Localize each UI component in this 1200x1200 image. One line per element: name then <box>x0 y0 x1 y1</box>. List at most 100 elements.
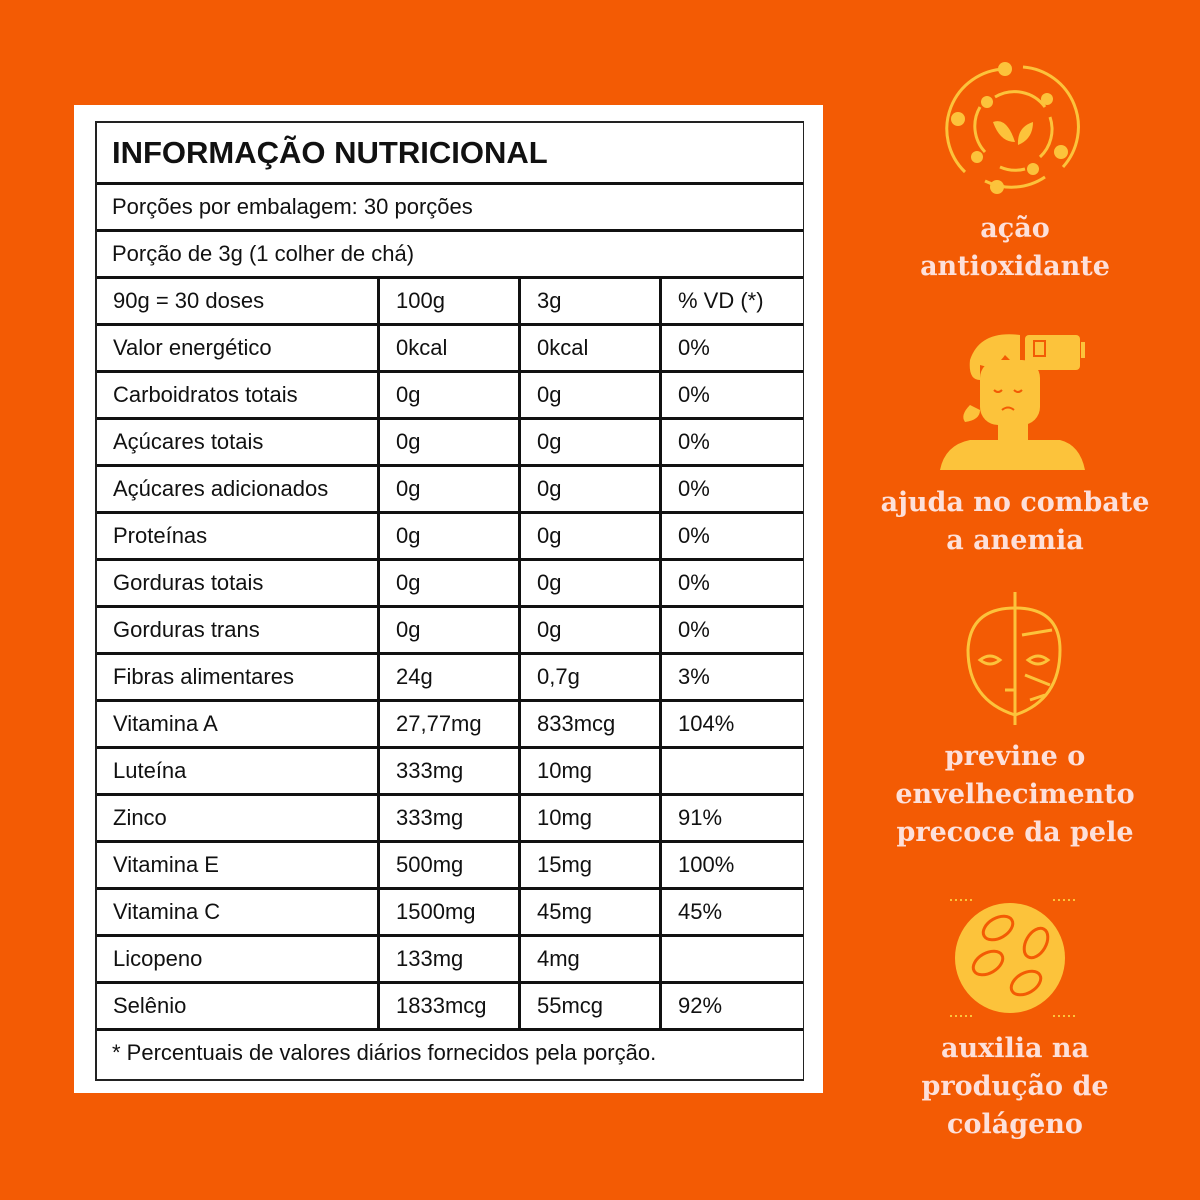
nutrient-name: Luteína <box>97 749 380 793</box>
table-row: Vitamina C 1500mg 45mg 45% <box>97 890 803 937</box>
per-serving: 4mg <box>521 937 662 981</box>
per-serving: 0g <box>521 467 662 511</box>
daily-value: 0% <box>678 523 710 548</box>
tired-person-low-battery-icon <box>940 334 1085 470</box>
nutrition-panel <box>74 105 823 1093</box>
table-row: Proteínas 0g 0g 0% <box>97 514 803 561</box>
table-row: Valor energético 0kcal 0kcal 0% <box>97 326 803 373</box>
table-row: Gorduras totais 0g 0g 0% <box>97 561 803 608</box>
per-100g: 0g <box>380 514 521 558</box>
table-row: Açúcares adicionados 0g 0g 0% <box>97 467 803 514</box>
per-100g: 333mg <box>380 749 521 793</box>
daily-value: 3% <box>678 664 710 689</box>
serving-size: Porção de 3g (1 colher de chá) <box>97 232 803 279</box>
nutrient-name: Selênio <box>97 984 380 1028</box>
daily-value <box>662 937 803 981</box>
daily-value: 0% <box>678 429 710 454</box>
per-serving: 0,7g <box>521 655 662 699</box>
nutrient-name: Carboidratos totais <box>97 373 380 417</box>
feature-anemia: ajuda no combate a anemia <box>860 484 1170 560</box>
feature-text: ação <box>980 213 1050 244</box>
daily-value: 0% <box>678 476 710 501</box>
per-serving: 0g <box>521 608 662 652</box>
per-serving: 10mg <box>521 796 662 840</box>
daily-value: 0% <box>678 382 710 407</box>
per-serving: 15mg <box>521 843 662 887</box>
feature-antioxidant: ação antioxidante <box>860 210 1170 286</box>
header-cell: 3g <box>521 279 662 323</box>
daily-value: 0% <box>678 335 710 360</box>
per-serving: 55mcg <box>521 984 662 1028</box>
per-serving: 0g <box>521 420 662 464</box>
nutrient-name: Vitamina A <box>97 702 380 746</box>
header-cell: 100g <box>380 279 521 323</box>
table-row: Luteína 333mg 10mg <box>97 749 803 796</box>
nutrient-name: Vitamina C <box>97 890 380 934</box>
per-serving: 0g <box>521 514 662 558</box>
aging-face-icon <box>966 592 1062 725</box>
antioxidant-leaf-orbit-icon <box>945 62 1080 194</box>
daily-value <box>662 749 803 793</box>
table-row: Vitamina A 27,77mg 833mcg 104% <box>97 702 803 749</box>
table-row: Fibras alimentares 24g 0,7g 3% <box>97 655 803 702</box>
nutrient-name: Açúcares adicionados <box>97 467 380 511</box>
per-serving: 10mg <box>521 749 662 793</box>
daily-value: 0% <box>678 617 710 642</box>
table-row: Carboidratos totais 0g 0g 0% <box>97 373 803 420</box>
nutrient-name: Proteínas <box>97 514 380 558</box>
per-serving: 833mcg <box>521 702 662 746</box>
table-row: Vitamina E 500mg 15mg 100% <box>97 843 803 890</box>
per-100g: 0g <box>380 373 521 417</box>
feature-text: antioxidante <box>920 251 1110 282</box>
feature-text: precoce da pele <box>896 817 1134 848</box>
feature-text: previne o <box>944 741 1086 772</box>
nutrient-name: Vitamina E <box>97 843 380 887</box>
daily-value: 0% <box>678 570 710 595</box>
daily-value: 91% <box>678 805 723 830</box>
per-100g: 333mg <box>380 796 521 840</box>
nutrition-table: INFORMAÇÃO NUTRICIONAL Porções por embal… <box>95 121 804 1081</box>
feature-skin-aging: previne o envelhecimento precoce da pele <box>860 738 1170 852</box>
header-cell: % VD (*) <box>678 288 764 313</box>
table-row: Açúcares totais 0g 0g 0% <box>97 420 803 467</box>
table-row: Licopeno 133mg 4mg <box>97 937 803 984</box>
per-100g: 0g <box>380 608 521 652</box>
per-100g: 1500mg <box>380 890 521 934</box>
feature-collagen: auxilia na produção de colágeno <box>860 1030 1170 1144</box>
feature-text: ajuda no combate <box>880 487 1150 518</box>
feature-text: envelhecimento <box>895 779 1135 810</box>
per-100g: 500mg <box>380 843 521 887</box>
header-cell: 90g = 30 doses <box>97 279 380 323</box>
table-row: Gorduras trans 0g 0g 0% <box>97 608 803 655</box>
nutrient-name: Açúcares totais <box>97 420 380 464</box>
nutrient-name: Zinco <box>97 796 380 840</box>
daily-value: 92% <box>678 993 723 1018</box>
per-100g: 24g <box>380 655 521 699</box>
footnote: * Percentuais de valores diários forneci… <box>112 1040 657 1065</box>
per-100g: 0g <box>380 561 521 605</box>
per-serving: 0kcal <box>521 326 662 370</box>
table-title: INFORMAÇÃO NUTRICIONAL <box>97 123 803 185</box>
servings-per-package: Porções por embalagem: 30 porções <box>97 185 803 232</box>
per-serving: 0g <box>521 373 662 417</box>
per-100g: 133mg <box>380 937 521 981</box>
nutrient-name: Gorduras trans <box>97 608 380 652</box>
per-serving: 45mg <box>521 890 662 934</box>
feature-text: colágeno <box>947 1109 1083 1140</box>
feature-text: produção de <box>921 1071 1109 1102</box>
per-100g: 27,77mg <box>380 702 521 746</box>
per-100g: 1833mcg <box>380 984 521 1028</box>
feature-text: a anemia <box>946 525 1084 556</box>
per-100g: 0g <box>380 420 521 464</box>
daily-value: 45% <box>678 899 723 924</box>
collagen-cells-icon <box>950 899 1076 1017</box>
nutrient-name: Valor energético <box>97 326 380 370</box>
per-serving: 0g <box>521 561 662 605</box>
per-100g: 0g <box>380 467 521 511</box>
nutrient-name: Gorduras totais <box>97 561 380 605</box>
table-row: Selênio 1833mcg 55mcg 92% <box>97 984 803 1031</box>
feature-text: auxilia na <box>940 1033 1089 1064</box>
daily-value: 100% <box>678 852 735 877</box>
nutrient-name: Licopeno <box>97 937 380 981</box>
per-100g: 0kcal <box>380 326 521 370</box>
